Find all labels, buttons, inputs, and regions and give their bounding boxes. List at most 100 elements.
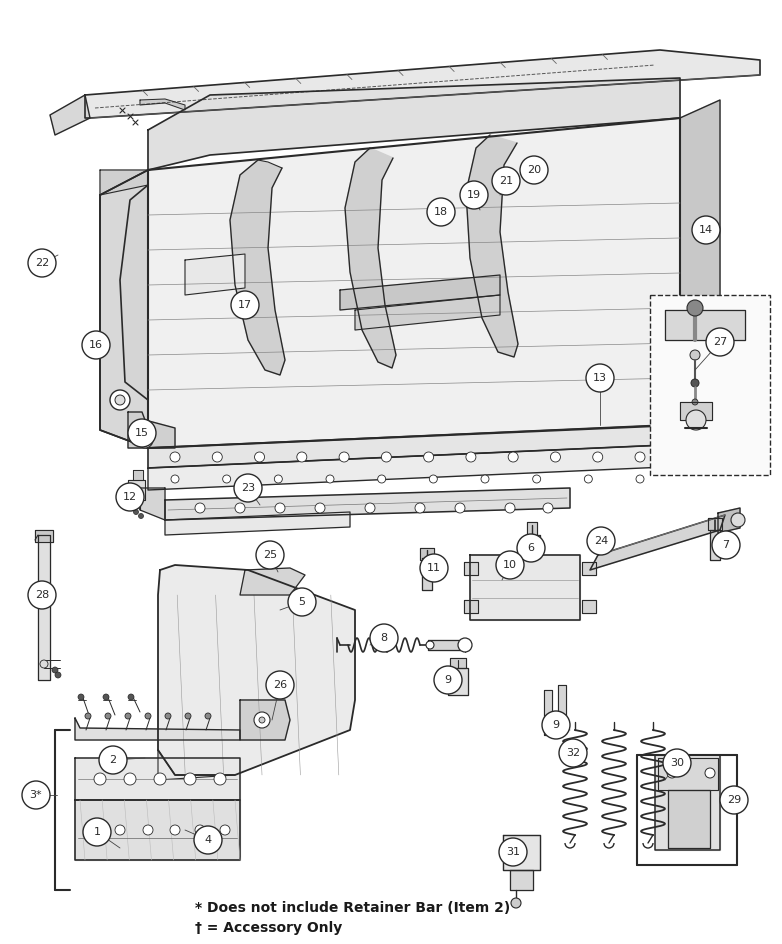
Polygon shape bbox=[75, 758, 240, 800]
Circle shape bbox=[125, 713, 131, 719]
Text: 13: 13 bbox=[593, 373, 607, 383]
Circle shape bbox=[40, 660, 48, 668]
Polygon shape bbox=[345, 148, 396, 368]
Circle shape bbox=[194, 826, 222, 854]
Circle shape bbox=[378, 475, 386, 483]
Circle shape bbox=[496, 551, 524, 579]
Circle shape bbox=[256, 541, 284, 569]
Circle shape bbox=[255, 452, 264, 462]
Text: † = Accessory Only: † = Accessory Only bbox=[195, 921, 343, 935]
Circle shape bbox=[128, 419, 156, 447]
Circle shape bbox=[195, 825, 205, 835]
Circle shape bbox=[720, 786, 748, 814]
Circle shape bbox=[170, 452, 180, 462]
Circle shape bbox=[154, 773, 166, 785]
Circle shape bbox=[370, 624, 398, 652]
Polygon shape bbox=[240, 700, 290, 740]
Text: 15: 15 bbox=[135, 428, 149, 438]
Circle shape bbox=[134, 510, 138, 514]
Text: 3*: 3* bbox=[30, 790, 42, 800]
Circle shape bbox=[551, 452, 561, 462]
Text: 8: 8 bbox=[380, 633, 388, 643]
Circle shape bbox=[706, 328, 734, 356]
Text: 14: 14 bbox=[699, 225, 713, 235]
Text: 2: 2 bbox=[109, 755, 117, 765]
Polygon shape bbox=[680, 402, 712, 420]
Text: 32: 32 bbox=[566, 748, 580, 758]
Circle shape bbox=[429, 475, 437, 483]
Polygon shape bbox=[658, 758, 718, 790]
Circle shape bbox=[692, 399, 698, 405]
Circle shape bbox=[712, 531, 740, 559]
Circle shape bbox=[137, 432, 153, 448]
Circle shape bbox=[22, 781, 50, 809]
Circle shape bbox=[214, 773, 226, 785]
Circle shape bbox=[55, 672, 61, 678]
Circle shape bbox=[170, 825, 180, 835]
Text: 23: 23 bbox=[241, 483, 255, 493]
Circle shape bbox=[663, 749, 691, 777]
Circle shape bbox=[508, 452, 518, 462]
Polygon shape bbox=[708, 518, 722, 530]
Polygon shape bbox=[466, 135, 518, 357]
Text: 11: 11 bbox=[427, 563, 441, 573]
Text: 21: 21 bbox=[499, 176, 513, 186]
Circle shape bbox=[128, 694, 134, 700]
Text: * Does not include Retainer Bar (Item 2): * Does not include Retainer Bar (Item 2) bbox=[195, 901, 510, 915]
Polygon shape bbox=[38, 535, 50, 680]
Circle shape bbox=[78, 694, 84, 700]
Text: 18: 18 bbox=[434, 207, 448, 217]
Text: 6: 6 bbox=[528, 543, 535, 553]
Polygon shape bbox=[185, 254, 245, 295]
Polygon shape bbox=[158, 565, 355, 775]
Circle shape bbox=[382, 452, 391, 462]
Circle shape bbox=[691, 379, 699, 387]
Text: 7: 7 bbox=[723, 540, 730, 550]
Circle shape bbox=[420, 554, 448, 582]
Circle shape bbox=[584, 475, 592, 483]
Circle shape bbox=[220, 825, 230, 835]
Polygon shape bbox=[100, 170, 148, 448]
Text: 20: 20 bbox=[527, 165, 541, 175]
Polygon shape bbox=[85, 50, 760, 118]
Text: 9: 9 bbox=[444, 675, 451, 685]
Text: 19: 19 bbox=[467, 190, 481, 200]
Circle shape bbox=[105, 713, 111, 719]
Polygon shape bbox=[590, 515, 725, 570]
Polygon shape bbox=[130, 488, 165, 520]
Polygon shape bbox=[464, 562, 478, 575]
Polygon shape bbox=[158, 750, 235, 780]
Circle shape bbox=[705, 768, 715, 778]
Polygon shape bbox=[428, 640, 460, 650]
Circle shape bbox=[466, 452, 476, 462]
Circle shape bbox=[520, 156, 548, 184]
Circle shape bbox=[434, 666, 462, 694]
Polygon shape bbox=[133, 470, 143, 480]
Polygon shape bbox=[140, 99, 185, 110]
Text: 4: 4 bbox=[204, 835, 212, 845]
Circle shape bbox=[297, 452, 307, 462]
Text: 31: 31 bbox=[506, 847, 520, 857]
Polygon shape bbox=[148, 425, 665, 468]
Circle shape bbox=[458, 638, 472, 652]
Circle shape bbox=[542, 711, 570, 739]
Circle shape bbox=[223, 475, 231, 483]
Circle shape bbox=[427, 198, 455, 226]
Circle shape bbox=[231, 291, 259, 319]
Circle shape bbox=[460, 181, 488, 209]
Circle shape bbox=[455, 503, 465, 513]
Polygon shape bbox=[448, 668, 468, 695]
Text: 16: 16 bbox=[89, 340, 103, 350]
Circle shape bbox=[505, 503, 515, 513]
Circle shape bbox=[288, 588, 316, 616]
Circle shape bbox=[365, 503, 375, 513]
Circle shape bbox=[103, 694, 109, 700]
Circle shape bbox=[254, 712, 270, 728]
Polygon shape bbox=[148, 118, 680, 448]
Text: 9: 9 bbox=[552, 720, 560, 730]
Polygon shape bbox=[668, 790, 710, 848]
Circle shape bbox=[424, 452, 434, 462]
Polygon shape bbox=[240, 568, 305, 595]
Text: 5: 5 bbox=[299, 597, 306, 607]
Circle shape bbox=[635, 452, 645, 462]
